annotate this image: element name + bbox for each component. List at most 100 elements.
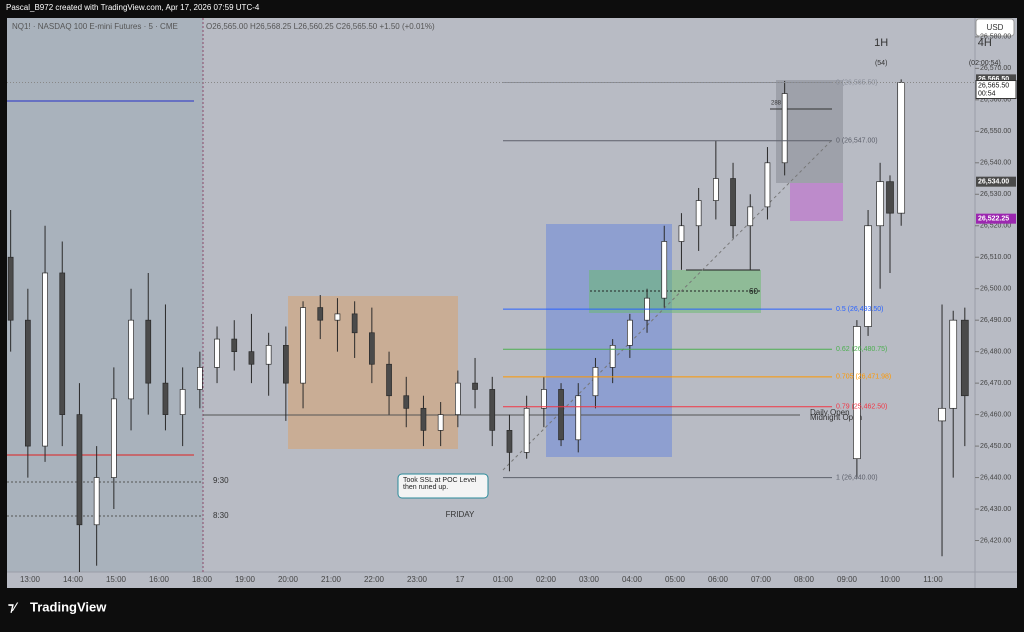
candle-body — [960, 319, 969, 397]
candle-body — [472, 382, 478, 390]
y-tick-label: 26,480.00 — [980, 349, 1011, 356]
y-tick-label: 26,420.00 — [980, 537, 1011, 544]
candle-body — [128, 319, 134, 400]
candle-body — [558, 389, 564, 441]
y-tick-label: 26,560.00 — [980, 97, 1011, 104]
x-tick-label: 06:00 — [708, 575, 729, 584]
candle-body — [678, 225, 685, 242]
y-tick-label: 26,460.00 — [980, 411, 1011, 418]
x-tick-label: 01:00 — [493, 575, 514, 584]
x-tick-label: 21:00 — [321, 575, 342, 584]
y-tick-label: 26,540.00 — [980, 160, 1011, 167]
candle-body — [283, 345, 289, 384]
candle-body — [938, 407, 946, 422]
x-tick-label: 05:00 — [665, 575, 686, 584]
brand: TradingView — [30, 599, 107, 614]
y-tick-label: 26,570.00 — [980, 65, 1011, 72]
candle-body — [864, 225, 872, 327]
currency[interactable]: USD — [987, 23, 1004, 32]
price-badge — [976, 176, 1016, 187]
x-tick-label: 13:00 — [20, 575, 41, 584]
candle-body — [317, 307, 324, 321]
ohlc-readout: O26,565.00 H26,568.25 L26,560.25 C26,565… — [206, 22, 435, 31]
candle-body — [231, 338, 238, 353]
candle-body — [420, 407, 427, 431]
htf-countdown: (54) — [875, 60, 887, 67]
x-tick-label: 23:00 — [407, 575, 428, 584]
logo: ⁊⁄ — [8, 600, 19, 614]
x-tick-label: 15:00 — [106, 575, 127, 584]
candle-body — [25, 319, 31, 447]
candle-body — [248, 351, 255, 365]
last-price-label: 26,565.50 — [978, 82, 1009, 89]
htf-title: 4H — [978, 37, 992, 49]
candle-body — [162, 382, 169, 415]
x-tick-label: 11:00 — [923, 575, 943, 584]
x-tick-label: 08:00 — [794, 575, 815, 584]
candle-body — [300, 307, 306, 384]
candle-body — [695, 200, 702, 227]
candle-body — [897, 82, 906, 214]
x-tick-label: 17 — [456, 575, 465, 584]
day-label: FRIDAY — [446, 510, 475, 519]
candle-body — [609, 345, 616, 368]
x-tick-label: 19:00 — [235, 575, 256, 584]
candle-body — [886, 181, 894, 214]
countdown: 00:54 — [978, 90, 996, 97]
fib-label: 0.79 (25,462.50) — [836, 404, 887, 411]
x-tick-label: 04:00 — [622, 575, 643, 584]
candle-body — [747, 206, 754, 227]
price-badge-label: 26,522.25 — [978, 216, 1009, 223]
candle-body — [403, 395, 410, 409]
last-price-badge — [975, 80, 1017, 100]
x-tick-label: 20:00 — [278, 575, 299, 584]
candle-body — [334, 313, 341, 321]
midnight-open: Midnight Open — [810, 413, 862, 422]
price-badge — [976, 74, 1016, 85]
fib-label: 0.5 (26,493.50) — [836, 306, 883, 313]
label-930: 9:30 — [213, 476, 229, 485]
y-tick-label: 26,500.00 — [980, 286, 1011, 293]
x-tick-label: 10:00 — [880, 575, 901, 584]
y-tick-label: 26,520.00 — [980, 223, 1011, 230]
candle-body — [781, 93, 788, 164]
box-count: 60 — [749, 287, 758, 296]
candle-body — [265, 345, 272, 365]
y-tick-label: 26,450.00 — [980, 443, 1011, 450]
daily-open: Daily Open — [810, 408, 850, 417]
candle-body — [369, 332, 375, 365]
y-tick-label: 26,580.00 — [980, 34, 1011, 41]
y-tick-label: 26,510.00 — [980, 254, 1011, 261]
candle-body — [592, 367, 599, 397]
candle-body — [853, 326, 861, 460]
candle-body — [386, 363, 392, 397]
caption: Pascal_B972 created with TradingView.com… — [6, 3, 260, 12]
candle-body — [949, 319, 958, 409]
candle-body — [575, 395, 582, 441]
y-tick-label: 26,470.00 — [980, 380, 1011, 387]
x-tick-label: 03:00 — [579, 575, 600, 584]
candle-body — [523, 407, 530, 453]
candle-body — [876, 181, 884, 227]
candle-body — [76, 414, 83, 526]
y-tick-label: 26,430.00 — [980, 506, 1011, 513]
currency-button[interactable] — [975, 18, 1015, 37]
candle-body — [730, 178, 736, 227]
candle-body — [197, 367, 203, 390]
bar-count: 288 — [771, 101, 782, 107]
candle-body — [455, 382, 461, 415]
candle-body — [489, 389, 496, 431]
fib-label: 0 (26,547.00) — [836, 138, 878, 145]
fib-label: 1 (26,440.00) — [836, 474, 878, 481]
x-tick-label: 07:00 — [751, 575, 772, 584]
y-tick-label: 26,530.00 — [980, 191, 1011, 198]
candle-body — [179, 389, 186, 415]
candle-body — [59, 272, 66, 415]
price-badge-label: 26,534.00 — [978, 179, 1009, 186]
fib-label: 0.705 (26,471.98) — [836, 374, 891, 381]
candle-body — [7, 256, 14, 321]
y-tick-label: 26,490.00 — [980, 317, 1011, 324]
x-tick-label: 16:00 — [149, 575, 170, 584]
label-830: 8:30 — [213, 511, 229, 520]
